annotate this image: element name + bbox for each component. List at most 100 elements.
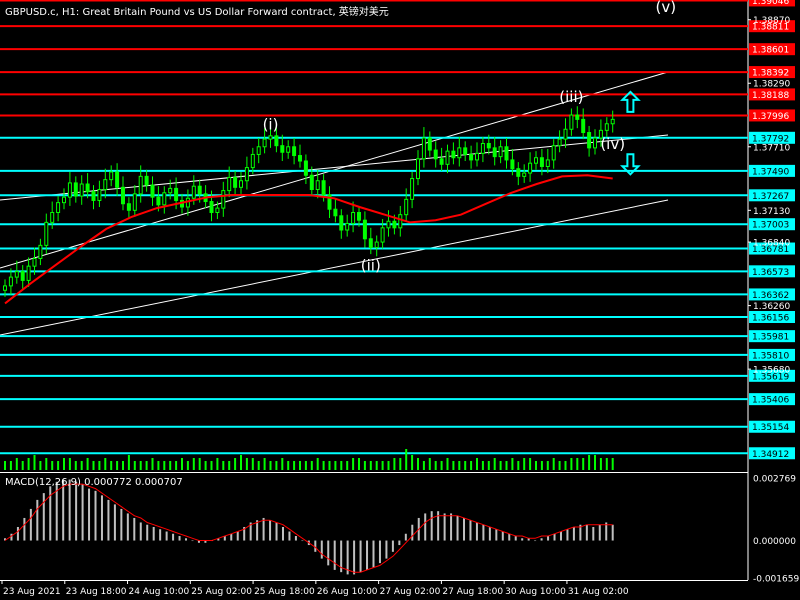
support-tag-label: 1.35619 — [752, 372, 789, 382]
moving-average — [4, 174, 613, 305]
macd-bar — [75, 481, 78, 541]
volume-bar — [334, 461, 337, 470]
macd-bar — [133, 517, 136, 541]
price-tick-label: 1.37710 — [753, 143, 790, 153]
volume-bar — [523, 458, 526, 470]
candle-body — [457, 147, 462, 159]
support-tag — [749, 288, 795, 301]
candle-body — [421, 137, 426, 160]
macd-bar — [55, 481, 58, 541]
macd-bar — [223, 536, 226, 541]
candle-body — [197, 185, 202, 195]
macd-bar — [62, 479, 65, 541]
macd-bar — [159, 529, 162, 541]
macd-bar — [391, 540, 394, 552]
candle-body — [545, 159, 550, 167]
support-tag — [749, 131, 795, 144]
macd-bar — [488, 526, 491, 541]
volume-bar — [45, 458, 48, 470]
volume-bar — [340, 461, 343, 470]
volume-bar — [186, 461, 189, 470]
candle-body — [73, 182, 78, 197]
candle-body — [380, 227, 385, 243]
time-tick-label: 26 Aug 10:00 — [317, 587, 378, 597]
candle-body — [103, 179, 108, 190]
candle-body — [91, 191, 96, 201]
volume-bar — [422, 461, 425, 470]
support-tag-label: 1.36781 — [752, 245, 789, 255]
candle-body — [162, 192, 167, 206]
volume-bar — [133, 461, 136, 470]
volume-bar — [251, 458, 254, 470]
macd-bar — [450, 513, 453, 541]
macd-bar — [346, 540, 349, 575]
macd-tick-label: 0.000000 — [753, 537, 796, 547]
arrow-up-icon — [619, 90, 641, 113]
support-tag — [749, 265, 795, 278]
macd-bar — [126, 513, 129, 541]
candle-body — [433, 149, 438, 160]
candle-body — [14, 271, 19, 278]
volume-bar — [234, 458, 237, 470]
candle-body — [475, 152, 479, 161]
candle-body — [191, 185, 196, 199]
support-tag-label: 1.35981 — [752, 333, 789, 343]
candle-body — [315, 180, 320, 190]
volume-bar — [611, 458, 614, 470]
price-tick-label: 1.38290 — [753, 80, 790, 90]
macd-bar — [534, 540, 537, 542]
price-tick-label: 1.37130 — [753, 207, 790, 217]
volume-bar — [440, 461, 443, 470]
volume-bar — [21, 461, 24, 470]
candle-body — [168, 187, 173, 194]
candle-body — [85, 183, 90, 193]
candle-body — [463, 147, 468, 155]
volume-bar — [263, 458, 266, 470]
candle-body — [410, 178, 415, 200]
candle-body — [427, 137, 432, 151]
volume-bar — [15, 458, 18, 470]
volume-bar — [204, 461, 207, 470]
volume-bars — [4, 449, 614, 470]
support-tag — [749, 348, 795, 361]
wave-label: (v) — [656, 0, 677, 16]
volume-bar — [74, 461, 77, 470]
support-tag — [749, 393, 795, 406]
resistance-tag — [749, 88, 795, 101]
volume-bar — [529, 458, 532, 470]
candle-body — [522, 172, 527, 177]
macd-bar — [120, 508, 123, 541]
volume-bar — [110, 461, 113, 470]
volume-bar — [458, 461, 461, 470]
macd-bar — [553, 533, 556, 541]
volume-bar — [599, 458, 602, 470]
candle-body — [469, 153, 474, 161]
macd-bar — [4, 538, 6, 541]
candle-body — [79, 183, 84, 197]
resistance-tag-label: 1.38811 — [752, 23, 789, 33]
macd-bar — [430, 511, 433, 541]
macd-bar — [288, 531, 291, 541]
time-tick-label: 25 Aug 18:00 — [254, 587, 315, 597]
macd-tick-label: 0.002769 — [753, 475, 796, 485]
candle-body — [362, 219, 367, 240]
macd-bar — [256, 520, 259, 541]
support-tag — [749, 369, 795, 382]
candle-body — [174, 187, 179, 201]
wave-label: (ii) — [361, 257, 381, 275]
macd-bar — [152, 526, 155, 541]
volume-bar — [535, 461, 537, 470]
candle-body — [587, 132, 592, 149]
candle-body — [26, 265, 31, 281]
macd-bar — [191, 540, 194, 542]
candle-body — [303, 160, 308, 176]
support-tag-label: 1.37267 — [752, 192, 789, 202]
candle-body — [292, 146, 297, 157]
support-tag-label: 1.35810 — [752, 351, 789, 361]
candle-body — [575, 114, 580, 120]
macd-bar — [572, 526, 575, 541]
volume-bar — [4, 461, 6, 470]
macd-bar — [10, 533, 13, 541]
macd-bar — [398, 540, 401, 546]
